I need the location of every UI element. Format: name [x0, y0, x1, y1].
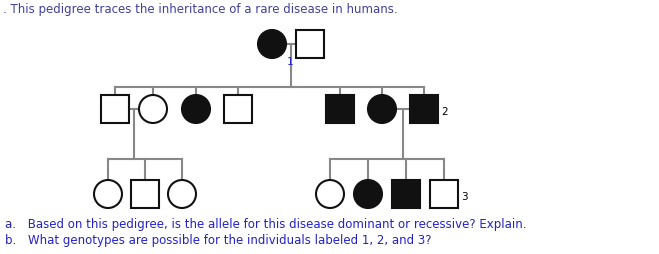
Text: b. What genotypes are possible for the individuals labeled 1, 2, and 3?: b. What genotypes are possible for the i… [5, 233, 432, 246]
Bar [392, 180, 420, 208]
Bar [131, 180, 159, 208]
Text: 1: 1 [287, 57, 294, 67]
Bar [410, 96, 438, 123]
Bar [326, 96, 354, 123]
Circle shape [182, 96, 210, 123]
Bar [224, 96, 252, 123]
Circle shape [94, 180, 122, 208]
Bar [296, 31, 324, 59]
Circle shape [316, 180, 344, 208]
Circle shape [354, 180, 382, 208]
Circle shape [139, 96, 167, 123]
Text: 2: 2 [441, 107, 447, 117]
Circle shape [258, 31, 286, 59]
Circle shape [368, 96, 396, 123]
Bar [430, 180, 458, 208]
Text: 3: 3 [461, 191, 468, 201]
Text: a. Based on this pedigree, is the allele for this disease dominant or recessive?: a. Based on this pedigree, is the allele… [5, 217, 527, 230]
Bar [101, 96, 129, 123]
Circle shape [168, 180, 196, 208]
Text: . This pedigree traces the inheritance of a rare disease in humans.: . This pedigree traces the inheritance o… [3, 3, 397, 16]
